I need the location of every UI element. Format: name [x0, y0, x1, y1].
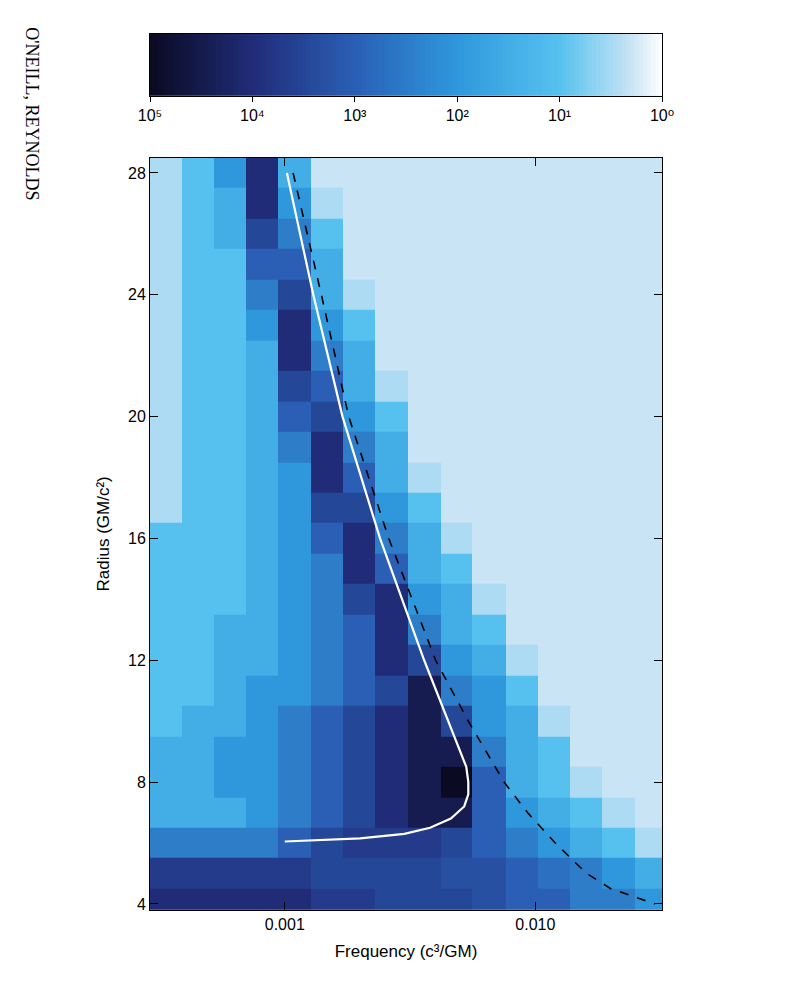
svg-text:12: 12 — [128, 652, 146, 669]
svg-text:10⁰: 10⁰ — [650, 107, 674, 124]
svg-text:4: 4 — [137, 896, 146, 913]
svg-text:10⁴: 10⁴ — [240, 107, 265, 124]
svg-text:24: 24 — [128, 286, 146, 303]
svg-text:10⁵: 10⁵ — [138, 107, 162, 124]
svg-text:28: 28 — [128, 165, 146, 182]
svg-text:Frequency (c³/GM): Frequency (c³/GM) — [335, 942, 478, 961]
svg-text:10³: 10³ — [343, 107, 367, 124]
svg-text:8: 8 — [137, 774, 146, 791]
svg-text:O'NEILL, REYNOLDS: O'NEILL, REYNOLDS — [22, 27, 42, 200]
svg-text:0.010: 0.010 — [515, 916, 555, 933]
svg-text:0.001: 0.001 — [265, 916, 305, 933]
svg-text:10¹: 10¹ — [548, 107, 571, 124]
svg-text:16: 16 — [128, 530, 146, 547]
svg-text:20: 20 — [128, 408, 146, 425]
svg-text:Radius (GM/c²): Radius (GM/c²) — [94, 476, 113, 591]
svg-text:10²: 10² — [446, 107, 470, 124]
